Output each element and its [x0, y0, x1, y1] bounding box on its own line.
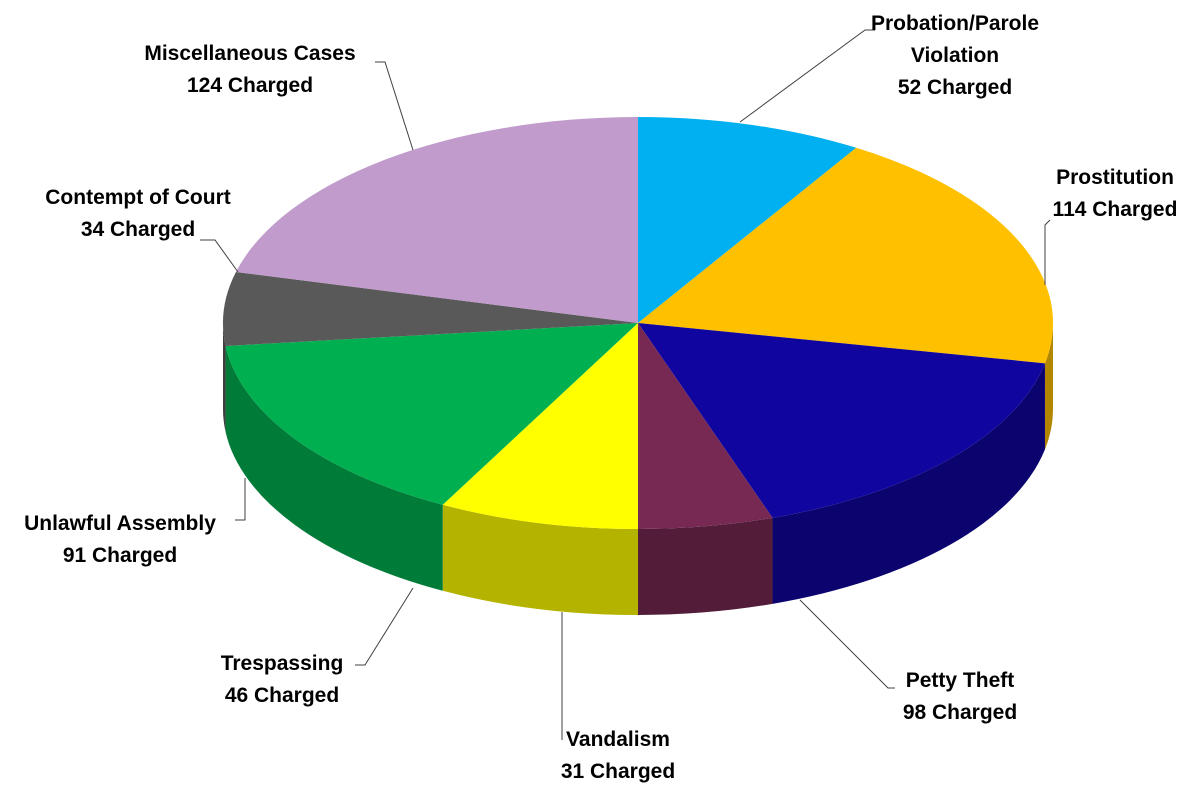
pie-slice	[235, 117, 638, 323]
slice-label: Miscellaneous Cases 124 Charged	[130, 38, 370, 102]
value-label: 98 Charged	[902, 701, 1018, 724]
slice-top	[235, 117, 638, 323]
value-label: 34 Charged	[80, 218, 196, 241]
pie-slice	[225, 323, 638, 591]
slice-top	[638, 117, 857, 323]
category-label: Trespassing	[220, 652, 344, 675]
slice-label: Probation/Parole Violation 52 Charged	[855, 8, 1055, 104]
slice-top	[638, 323, 1045, 518]
category-label: Prostitution	[1056, 166, 1174, 189]
category-label: Unlawful Assembly	[24, 512, 216, 535]
value-label: 124 Charged	[186, 74, 314, 97]
slice-top	[442, 323, 638, 529]
pie-slice	[638, 117, 857, 323]
category-label: Contempt of Court	[45, 186, 231, 209]
slice-side	[442, 504, 638, 615]
slice-label: Contempt of Court 34 Charged	[18, 182, 258, 246]
slice-label: Petty Theft 98 Charged	[840, 665, 1080, 729]
category-label: Miscellaneous Cases	[144, 42, 356, 65]
value-label: 52 Charged	[897, 76, 1013, 99]
slice-label: Vandalism 31 Charged	[498, 724, 738, 787]
leader-line	[200, 239, 239, 273]
value-label: 31 Charged	[560, 760, 676, 783]
leader-line	[235, 478, 246, 521]
slice-top	[223, 271, 639, 346]
leader-line	[799, 599, 895, 689]
value-label: 91 Charged	[62, 544, 178, 567]
slice-side	[638, 517, 773, 615]
slice-side	[772, 363, 1045, 604]
value-label: 114 Charged	[1052, 198, 1178, 221]
slice-side	[1044, 323, 1053, 450]
leader-line	[739, 29, 875, 123]
category-label: Vandalism	[566, 728, 670, 751]
slice-label: Unlawful Assembly 91 Charged	[0, 508, 240, 572]
slice-top	[638, 147, 1053, 364]
slice-top	[638, 323, 773, 529]
pie-slice	[223, 271, 639, 432]
category-label: Petty Theft	[905, 669, 1015, 692]
slice-side	[223, 323, 226, 432]
pie-slice	[638, 323, 773, 615]
leader-line	[375, 61, 414, 151]
slice-label: Trespassing 46 Charged	[162, 648, 402, 712]
leader-line	[1044, 219, 1051, 285]
pie-slice	[638, 323, 1045, 604]
slice-side	[225, 345, 443, 591]
pie-slice	[442, 323, 638, 615]
pie-slice	[638, 147, 1053, 450]
slice-top	[225, 323, 638, 505]
value-label: 46 Charged	[224, 684, 340, 707]
leader-line	[355, 587, 414, 666]
slice-label: Prostitution 114 Charged	[995, 162, 1194, 226]
category-label: Probation/Parole Violation	[870, 12, 1040, 67]
